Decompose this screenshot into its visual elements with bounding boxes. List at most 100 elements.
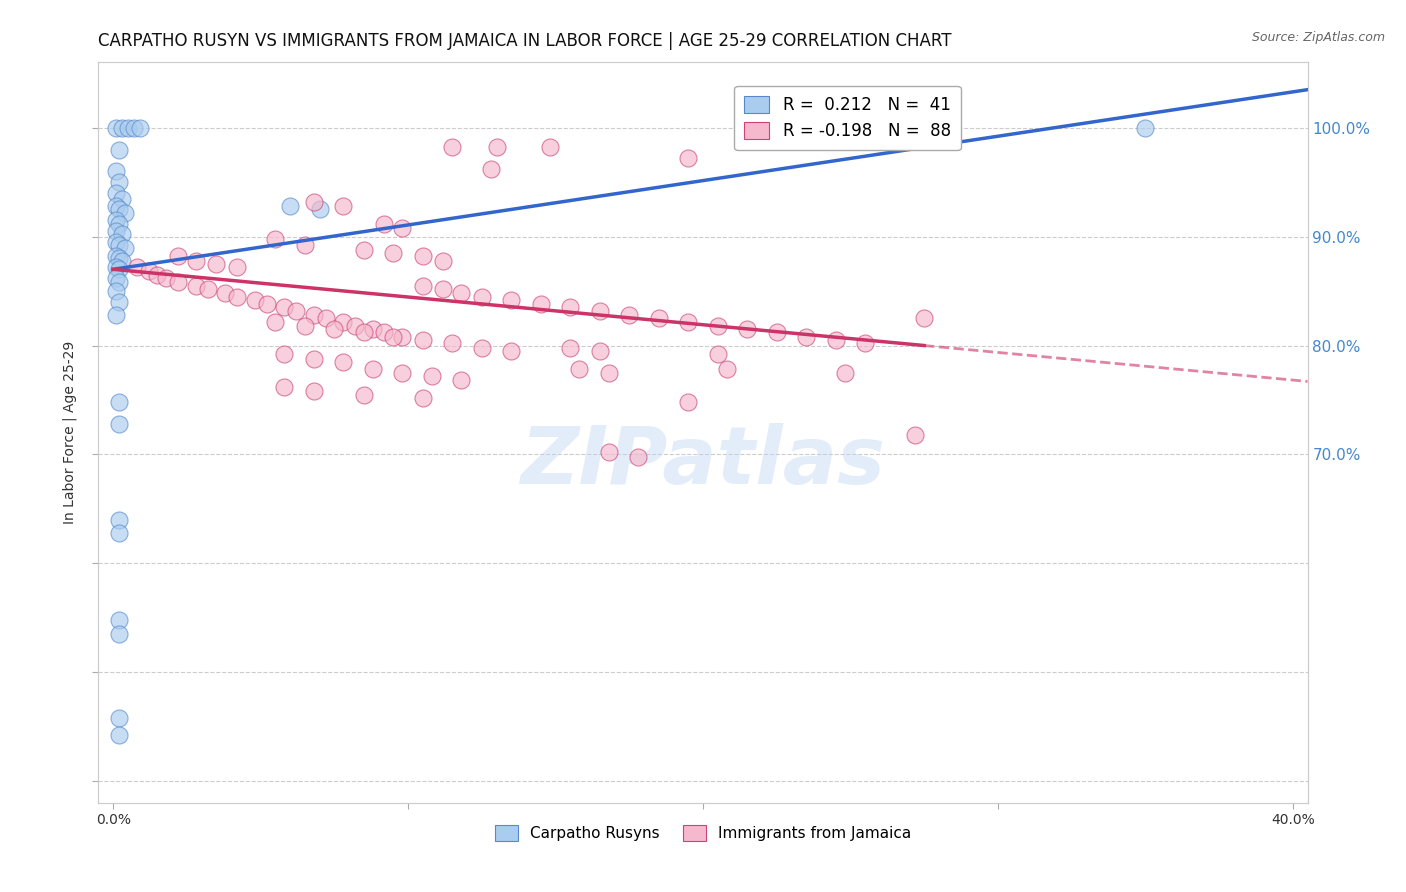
- Point: [441, 336, 464, 351]
- Point: [108, 238, 131, 252]
- Point: [105, 249, 128, 263]
- Point: [1135, 120, 1157, 135]
- Point: [706, 318, 728, 333]
- Y-axis label: In Labor Force | Age 25-29: In Labor Force | Age 25-29: [62, 341, 77, 524]
- Point: [361, 362, 384, 376]
- Point: [824, 333, 846, 347]
- Point: [114, 205, 136, 219]
- Point: [264, 232, 287, 246]
- Point: [111, 253, 134, 268]
- Point: [308, 202, 330, 217]
- Point: [105, 271, 128, 285]
- Point: [108, 143, 131, 157]
- Point: [205, 257, 228, 271]
- Point: [108, 175, 131, 189]
- Point: [108, 627, 131, 641]
- Point: [450, 286, 472, 301]
- Point: [105, 186, 128, 200]
- Point: [432, 253, 454, 268]
- Text: Source: ZipAtlas.com: Source: ZipAtlas.com: [1251, 31, 1385, 45]
- Point: [302, 351, 325, 366]
- Point: [105, 164, 128, 178]
- Text: ZIPatlas: ZIPatlas: [520, 423, 886, 501]
- Point: [598, 445, 620, 459]
- Point: [391, 221, 413, 235]
- Point: [294, 238, 316, 252]
- Point: [128, 120, 150, 135]
- Point: [412, 391, 434, 405]
- Point: [111, 227, 134, 242]
- Point: [361, 322, 384, 336]
- Point: [264, 315, 287, 329]
- Point: [315, 311, 337, 326]
- Point: [412, 249, 434, 263]
- Point: [105, 224, 128, 238]
- Point: [117, 120, 139, 135]
- Point: [111, 120, 134, 135]
- Point: [501, 343, 523, 358]
- Point: [108, 395, 131, 409]
- Point: [412, 278, 434, 293]
- Point: [598, 366, 620, 380]
- Point: [382, 246, 405, 260]
- Point: [108, 417, 131, 431]
- Point: [471, 341, 494, 355]
- Point: [627, 450, 650, 464]
- Point: [332, 355, 354, 369]
- Point: [648, 311, 671, 326]
- Point: [373, 217, 395, 231]
- Point: [273, 347, 295, 361]
- Point: [167, 276, 190, 290]
- Point: [108, 217, 131, 231]
- Point: [530, 297, 553, 311]
- Point: [273, 380, 295, 394]
- Point: [353, 326, 375, 340]
- Point: [678, 315, 700, 329]
- Point: [678, 151, 700, 165]
- Point: [471, 289, 494, 303]
- Legend: Carpatho Rusyns, Immigrants from Jamaica: Carpatho Rusyns, Immigrants from Jamaica: [489, 819, 917, 847]
- Point: [197, 282, 219, 296]
- Point: [302, 308, 325, 322]
- Point: [108, 262, 131, 277]
- Point: [568, 362, 591, 376]
- Point: [450, 373, 472, 387]
- Point: [412, 333, 434, 347]
- Point: [853, 336, 876, 351]
- Point: [167, 249, 190, 263]
- Point: [214, 286, 236, 301]
- Point: [332, 315, 354, 329]
- Point: [735, 322, 758, 336]
- Point: [273, 301, 295, 315]
- Point: [108, 613, 131, 627]
- Point: [716, 362, 738, 376]
- Point: [538, 140, 561, 154]
- Point: [420, 369, 443, 384]
- Point: [912, 311, 935, 326]
- Point: [146, 268, 169, 282]
- Point: [184, 253, 207, 268]
- Point: [108, 525, 131, 540]
- Point: [302, 194, 325, 209]
- Point: [834, 366, 856, 380]
- Point: [353, 243, 375, 257]
- Point: [105, 308, 128, 322]
- Point: [105, 235, 128, 249]
- Point: [706, 347, 728, 361]
- Point: [560, 301, 582, 315]
- Point: [105, 284, 128, 298]
- Point: [114, 241, 136, 255]
- Point: [432, 282, 454, 296]
- Point: [589, 303, 612, 318]
- Point: [108, 295, 131, 310]
- Point: [332, 199, 354, 213]
- Point: [226, 289, 249, 303]
- Point: [138, 264, 160, 278]
- Point: [904, 427, 927, 442]
- Text: CARPATHO RUSYN VS IMMIGRANTS FROM JAMAICA IN LABOR FORCE | AGE 25-29 CORRELATION: CARPATHO RUSYN VS IMMIGRANTS FROM JAMAIC…: [98, 32, 952, 50]
- Point: [294, 318, 316, 333]
- Point: [302, 384, 325, 399]
- Point: [108, 513, 131, 527]
- Point: [391, 366, 413, 380]
- Point: [125, 260, 148, 274]
